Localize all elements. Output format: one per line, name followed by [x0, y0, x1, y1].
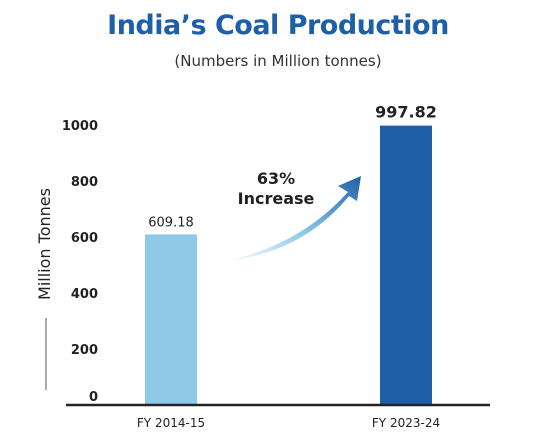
bar — [145, 234, 197, 405]
y-tick-label: 400 — [71, 287, 98, 302]
y-tick-label: 800 — [71, 175, 98, 190]
chart-subtitle: (Numbers in Million tonnes) — [174, 52, 382, 70]
y-tick-label: 1000 — [62, 119, 98, 134]
x-category-label: FY 2023-24 — [372, 416, 440, 430]
y-tick-label: 600 — [71, 231, 98, 246]
bar-value-label: 609.18 — [148, 215, 194, 230]
bar-value-label: 997.82 — [375, 103, 437, 122]
y-tick-label: 0 — [89, 390, 98, 405]
increase-arrow — [226, 176, 361, 261]
y-tick-label: 200 — [71, 343, 98, 358]
bar — [380, 125, 432, 405]
annotation-increase: Increase — [238, 189, 315, 208]
chart-title: India’s Coal Production — [107, 10, 449, 41]
x-category-label: FY 2014-15 — [137, 416, 205, 430]
y-axis-label: Million Tonnes — [35, 188, 54, 300]
annotation-percent: 63% — [257, 169, 295, 188]
